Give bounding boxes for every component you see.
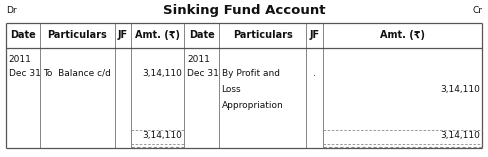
Text: 3,14,110: 3,14,110: [440, 85, 480, 94]
Text: 2011: 2011: [9, 55, 32, 64]
Text: 3,14,110: 3,14,110: [440, 130, 480, 140]
Text: .: .: [313, 68, 316, 78]
Text: Loss: Loss: [222, 85, 241, 94]
Text: Particulars: Particulars: [233, 30, 292, 40]
Text: Particulars: Particulars: [47, 30, 107, 40]
Text: Amt. (₹): Amt. (₹): [380, 30, 425, 40]
Text: Dec 31: Dec 31: [187, 68, 219, 78]
Text: 2011: 2011: [187, 55, 210, 64]
Text: Date: Date: [10, 30, 36, 40]
Text: JF: JF: [118, 30, 128, 40]
Text: Dec 31: Dec 31: [9, 68, 41, 78]
Text: By Profit and: By Profit and: [222, 68, 280, 78]
Text: Amt. (₹): Amt. (₹): [135, 30, 180, 40]
Text: Date: Date: [189, 30, 214, 40]
Text: 3,14,110: 3,14,110: [142, 68, 182, 78]
Text: To  Balance c/d: To Balance c/d: [43, 68, 111, 78]
Text: Dr: Dr: [6, 6, 17, 15]
Text: JF: JF: [310, 30, 320, 40]
Text: Appropriation: Appropriation: [222, 101, 284, 110]
Text: Sinking Fund Account: Sinking Fund Account: [163, 4, 325, 17]
Text: Cr: Cr: [472, 6, 482, 15]
Text: 3,14,110: 3,14,110: [142, 130, 182, 140]
